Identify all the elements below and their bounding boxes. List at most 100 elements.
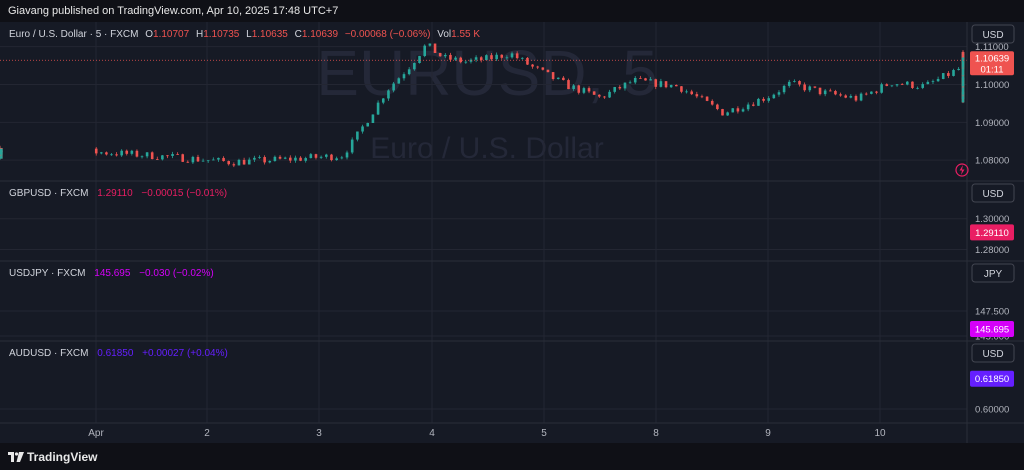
candle-body xyxy=(115,154,118,156)
candle-body xyxy=(100,152,103,154)
candle-body xyxy=(777,92,781,95)
candle-body xyxy=(567,80,570,90)
candle-body xyxy=(176,154,179,155)
chart-area[interactable] xyxy=(0,22,1024,443)
candle-body xyxy=(685,91,688,93)
candle-body xyxy=(875,91,878,93)
candle-body xyxy=(957,68,960,71)
candle-body xyxy=(459,57,462,63)
candle-body xyxy=(258,157,261,158)
price-tick-label: 0.60000 xyxy=(975,405,1009,416)
series-layer xyxy=(0,43,967,168)
candle-body xyxy=(120,150,123,156)
candle-body xyxy=(299,157,302,161)
multi-pane-chart[interactable]: EURUSD, 5 Euro / U.S. Dollar Euro / U.S.… xyxy=(0,0,1024,443)
candle-body xyxy=(752,104,755,106)
candle-body xyxy=(0,155,3,157)
candle-body xyxy=(324,154,328,157)
candle-body xyxy=(582,88,586,93)
candle-body xyxy=(757,98,760,106)
candle-body xyxy=(387,90,390,99)
candle-body xyxy=(921,84,924,88)
candle-body xyxy=(618,87,622,89)
candle-body xyxy=(895,84,899,86)
candle-body xyxy=(926,81,930,85)
currency-button-usdjpy[interactable]: JPY xyxy=(971,263,1015,283)
candle-body xyxy=(941,73,945,79)
candle-body xyxy=(633,77,637,83)
candle-body xyxy=(0,156,3,159)
lightning-icon[interactable] xyxy=(955,163,969,177)
candle-body xyxy=(746,104,750,110)
eurusd-legend: Euro / U.S. Dollar · 5 · FXCM O1.10707 H… xyxy=(9,29,480,40)
candle-body xyxy=(268,160,272,163)
candle-body xyxy=(613,87,616,92)
candle-body xyxy=(592,91,596,95)
time-tick-label: 4 xyxy=(429,428,435,439)
candle-body xyxy=(485,55,488,61)
watermark-name: Euro / U.S. Dollar xyxy=(370,132,603,165)
eurusd-open: 1.10707 xyxy=(153,29,190,40)
last-price-label: 1.10639 xyxy=(975,53,1009,64)
candle-body xyxy=(345,152,349,158)
candle-body xyxy=(787,81,791,86)
candle-body xyxy=(110,154,113,156)
candle-body xyxy=(598,94,601,97)
price-tick-label: 1.11000 xyxy=(975,42,1009,53)
candle-body xyxy=(294,157,297,161)
candle-body xyxy=(309,154,313,159)
candle-body xyxy=(716,104,719,110)
candle-body xyxy=(181,154,185,162)
publisher-bar: Giavang published on TradingView.com, Ap… xyxy=(0,0,1024,22)
last-price-tag xyxy=(970,370,1014,387)
candle-body xyxy=(278,156,282,159)
candle-body xyxy=(726,112,729,116)
watermark-symbol: EURUSD, 5 xyxy=(316,37,657,109)
candle-body xyxy=(669,84,673,88)
candle-body xyxy=(890,85,894,87)
candle-body xyxy=(659,81,663,87)
candle-body xyxy=(762,98,765,101)
candle-body xyxy=(664,81,668,88)
candle-body xyxy=(577,85,581,93)
candle-body xyxy=(227,161,230,165)
time-tick-label: 5 xyxy=(541,428,547,439)
audusd-legend: AUDUSD · FXCM 0.61850 +0.00027 (+0.04%) xyxy=(9,348,228,359)
eurusd-title: Euro / U.S. Dollar · 5 · FXCM xyxy=(9,29,138,40)
candle-body xyxy=(490,55,493,60)
candle-body xyxy=(397,78,401,84)
audusd-change: +0.00027 (+0.04%) xyxy=(142,348,228,359)
candle-body xyxy=(125,150,129,154)
candle-body xyxy=(0,151,3,155)
time-tick-label: 2 xyxy=(204,428,210,439)
candle-body xyxy=(798,81,801,85)
candle-body xyxy=(731,108,735,113)
candle-body xyxy=(155,159,159,160)
candle-body xyxy=(444,54,447,57)
candle-body xyxy=(961,74,965,80)
candle-body xyxy=(283,157,287,159)
footer-bar: TradingView xyxy=(0,443,1024,470)
eurusd-high: 1.10735 xyxy=(203,29,240,40)
currency-label-eurusd: USD xyxy=(982,30,1003,41)
candle-body xyxy=(433,43,437,53)
candle-body xyxy=(818,87,822,95)
candle-body xyxy=(105,152,108,155)
currency-button-gbpusd[interactable]: USD xyxy=(971,183,1015,203)
candle-body xyxy=(474,57,478,60)
candle-body xyxy=(911,81,914,88)
candle-body xyxy=(340,157,344,159)
currency-button-eurusd[interactable]: USD xyxy=(971,24,1015,44)
candle-body xyxy=(521,57,524,59)
candle-body xyxy=(829,90,832,92)
candle-body xyxy=(418,56,421,64)
audusd-title: AUDUSD · FXCM xyxy=(9,348,88,359)
currency-button-audusd[interactable]: USD xyxy=(971,343,1015,363)
candle-body xyxy=(237,159,241,166)
candle-body xyxy=(961,57,965,60)
candle-body xyxy=(166,155,169,157)
candle-body xyxy=(536,66,539,68)
candle-body xyxy=(864,93,868,95)
candle-body xyxy=(145,152,149,157)
candle-body xyxy=(500,54,504,58)
